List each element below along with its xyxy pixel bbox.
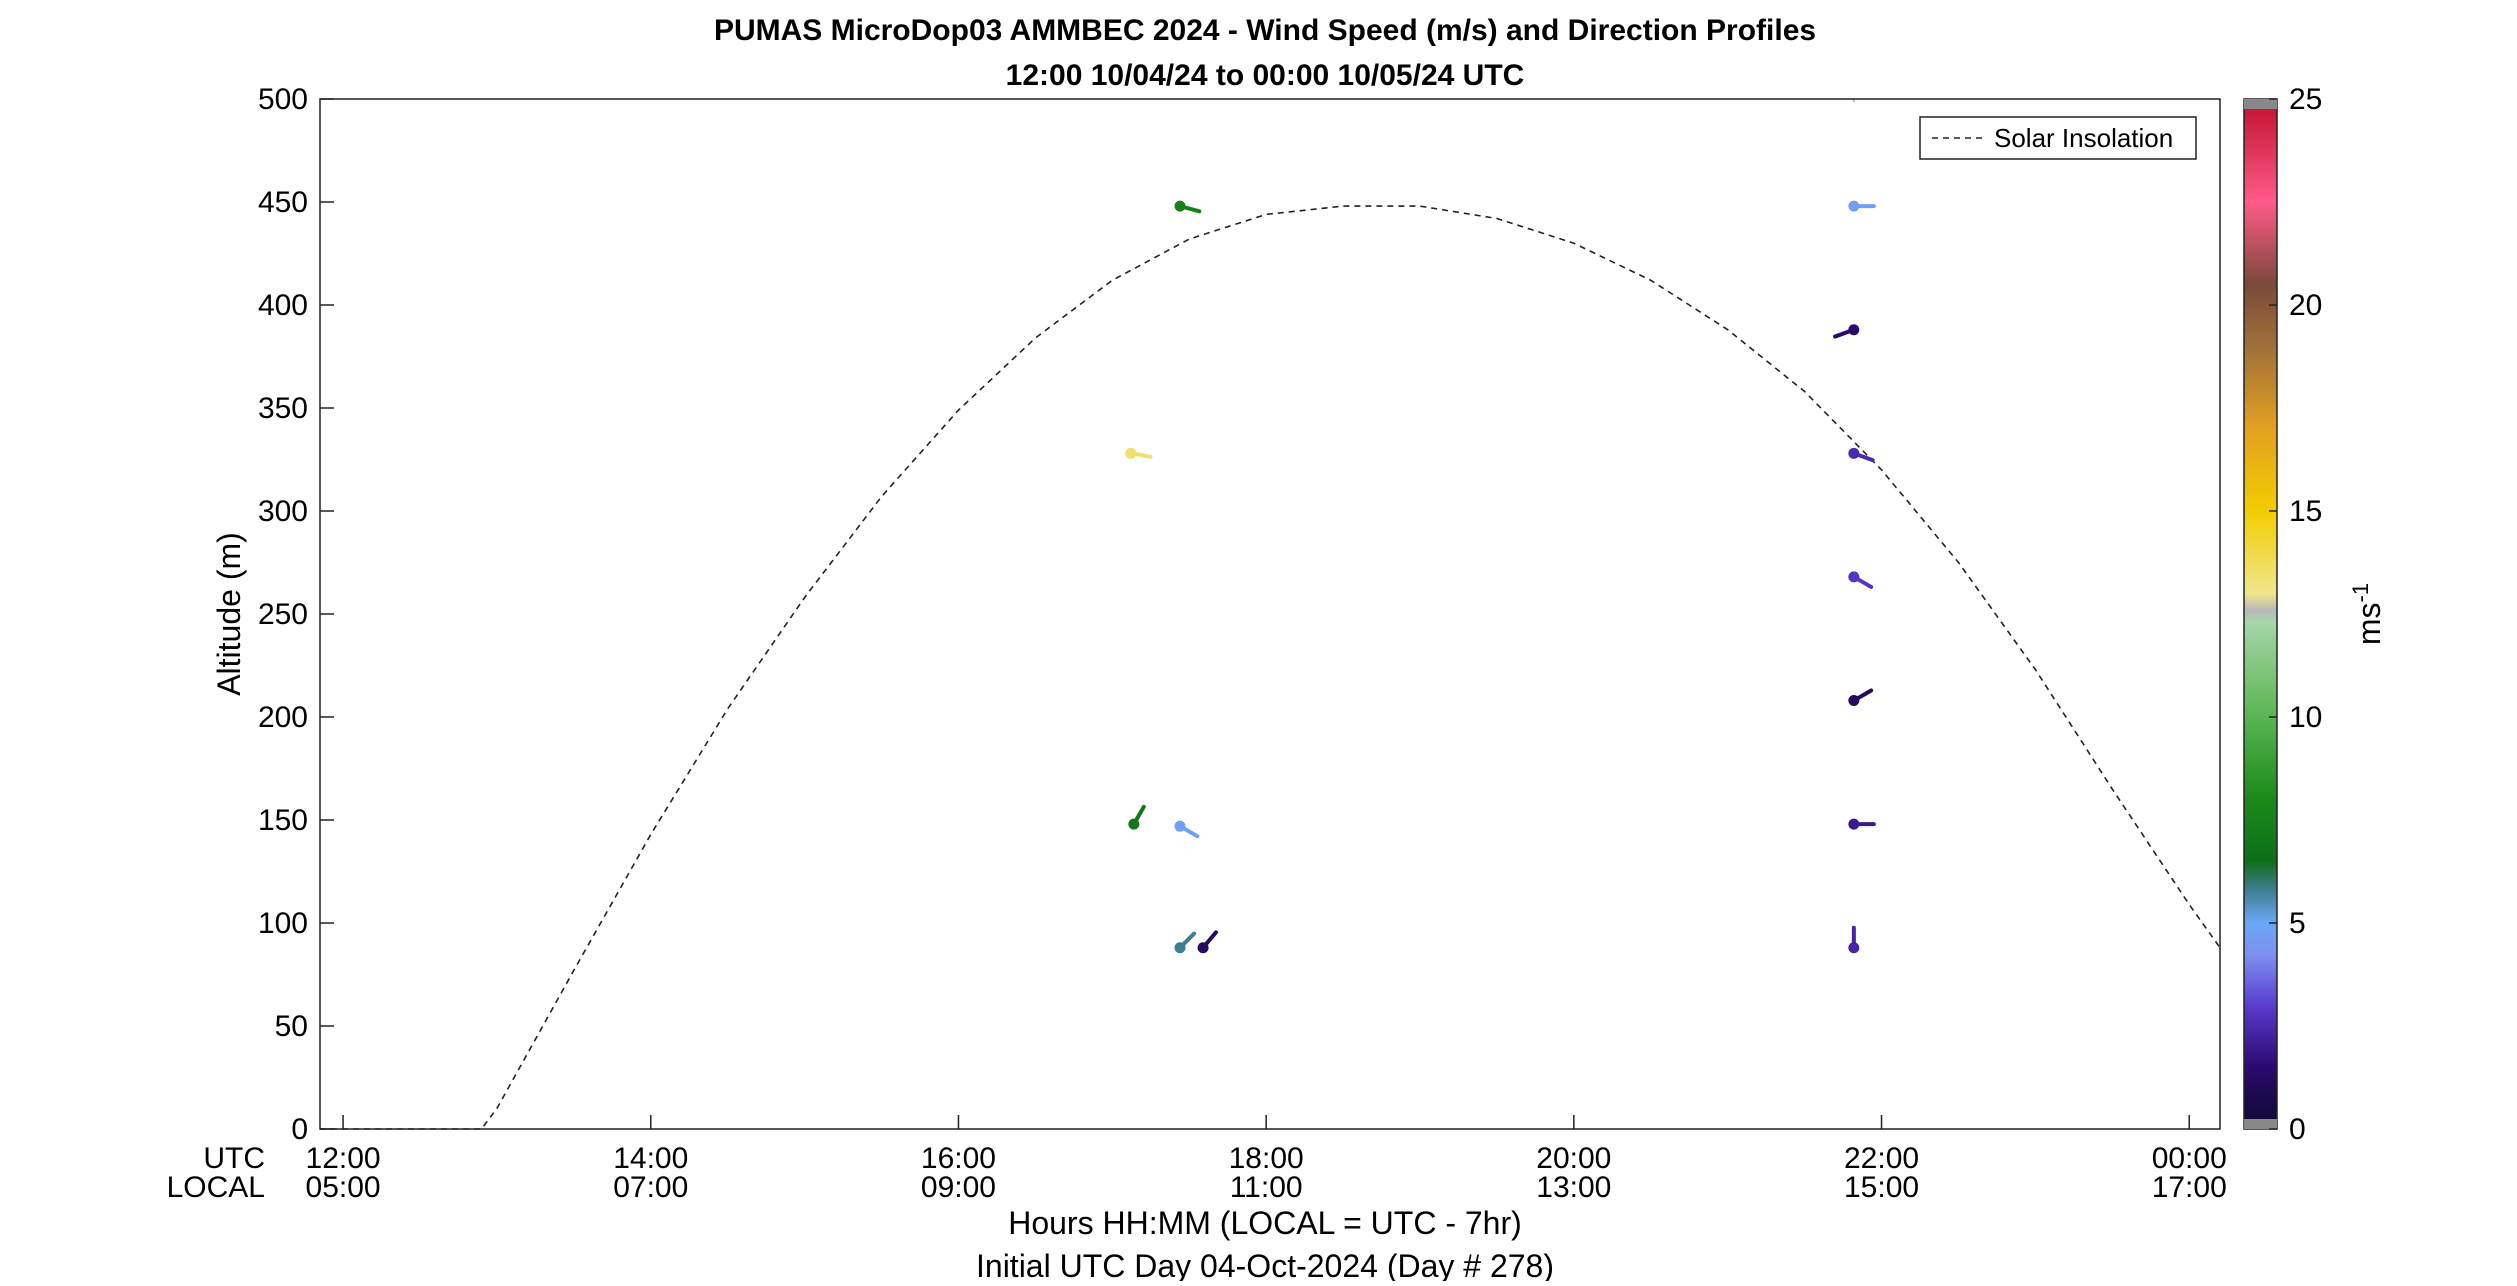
x-tick-label-local: 13:00 <box>1536 1171 1611 1204</box>
wind-barb-dot <box>1848 571 1860 583</box>
x-tick-label-utc: 16:00 <box>921 1142 996 1175</box>
wind-barb-dot <box>1848 818 1860 830</box>
wind-barb-dot <box>1125 447 1137 459</box>
y-tick-label: 300 <box>258 495 308 528</box>
wind-barb <box>1174 931 1197 954</box>
wind-barb <box>1174 200 1202 214</box>
wind-barb-dot <box>1848 324 1860 336</box>
colorbar-unit-label: ms-1 <box>2348 583 2387 645</box>
legend-solar-label: Solar Insolation <box>1994 123 2173 153</box>
y-tick-label: 200 <box>258 701 308 734</box>
solar-insolation-layer <box>320 205 2221 1130</box>
x-tick-label-local: 17:00 <box>2152 1171 2227 1204</box>
wind-barb <box>1197 930 1218 954</box>
x-tick-label-utc: 18:00 <box>1229 1142 1304 1175</box>
colorbar: 0 5 10 15 20 25 <box>2243 83 2322 1146</box>
y-tick-label: 150 <box>258 804 308 837</box>
wind-barb <box>1848 571 1874 589</box>
y-tick-label: 400 <box>258 289 308 322</box>
wind-barb <box>1833 324 1860 339</box>
y-axis-label: Altitude (m) <box>211 532 247 696</box>
colorbar-underflow-cap <box>2244 1119 2277 1129</box>
y-tick-label: 250 <box>258 598 308 631</box>
wind-barb <box>1848 200 1876 212</box>
wind-barb <box>1848 818 1876 830</box>
wind-barb-dot <box>1848 200 1860 212</box>
plot-area-frame <box>319 98 2221 1130</box>
x-tick-label-local: 15:00 <box>1844 1171 1919 1204</box>
wind-barb <box>1848 925 1860 954</box>
x-axis-name-local: LOCAL <box>167 1171 265 1204</box>
wind-barb-dot <box>1848 447 1860 459</box>
y-tick-label: 500 <box>258 83 308 116</box>
wind-barb-dot <box>1848 695 1860 707</box>
y-tick-label: 450 <box>258 186 308 219</box>
x-tick-label-utc: 22:00 <box>1844 1142 1919 1175</box>
y-tick-label: 50 <box>275 1010 308 1043</box>
x-tick-label-local: 09:00 <box>921 1171 996 1204</box>
wind-barb-dot <box>1848 942 1860 954</box>
x-tick-label-utc: 00:00 <box>2152 1142 2227 1175</box>
colorbar-unit-exponent: -1 <box>2348 583 2373 603</box>
colorbar-overflow-cap <box>2244 99 2277 109</box>
legend: Solar Insolation <box>1919 116 2197 160</box>
y-tick-label: 100 <box>258 907 308 940</box>
wind-barb-dot <box>1174 820 1186 832</box>
wind-barb-dot <box>1128 818 1140 830</box>
colorbar-tick-label: 15 <box>2289 495 2322 528</box>
colorbar-tick-label: 0 <box>2289 1113 2306 1146</box>
x-tick-label-utc: 12:00 <box>306 1142 381 1175</box>
x-tick-label-local: 07:00 <box>613 1171 688 1204</box>
colorbar-unit-base: ms <box>2351 602 2387 645</box>
colorbar-tick-label: 10 <box>2289 701 2322 734</box>
x-tick-label-utc: 20:00 <box>1536 1142 1611 1175</box>
wind-barb <box>1848 447 1875 463</box>
colorbar-tick-label: 25 <box>2289 83 2322 116</box>
wind-barb <box>1848 688 1874 707</box>
y-axis: 0 50 100 150 200 250 300 350 400 450 500 <box>258 83 334 1146</box>
y-tick-label: 350 <box>258 392 308 425</box>
x-axis-name-utc: UTC <box>203 1142 265 1175</box>
wind-barb <box>1125 447 1153 459</box>
x-axis-label: Hours HH:MM (LOCAL = UTC - 7hr) <box>1008 1205 1522 1241</box>
wind-barb-dot <box>1174 200 1186 212</box>
x-tick-label-local: 11:00 <box>1230 1171 1303 1204</box>
wind-barb <box>1174 820 1200 839</box>
chart-title: PUMAS MicroDop03 AMMBEC 2024 - Wind Spee… <box>714 14 1816 47</box>
wind-barb-dot <box>1174 942 1186 954</box>
y-tick-label: 0 <box>291 1113 308 1146</box>
x-axis-label-secondary: Initial UTC Day 04-Oct-2024 (Day # 278) <box>976 1248 1554 1281</box>
chart-subtitle: 12:00 10/04/24 to 00:00 10/05/24 UTC <box>1006 59 1525 92</box>
x-tick-label-local: 05:00 <box>306 1171 381 1204</box>
colorbar-gradient <box>2243 98 2278 1130</box>
wind-barb <box>1128 804 1146 830</box>
x-tick-label-utc: 14:00 <box>613 1142 688 1175</box>
colorbar-tick-label: 20 <box>2289 289 2322 322</box>
solar-insolation-line <box>320 205 2221 1130</box>
wind-barb-layer <box>1125 98 1876 954</box>
colorbar-tick-label: 5 <box>2289 907 2306 940</box>
wind-barb-dot <box>1197 942 1209 954</box>
